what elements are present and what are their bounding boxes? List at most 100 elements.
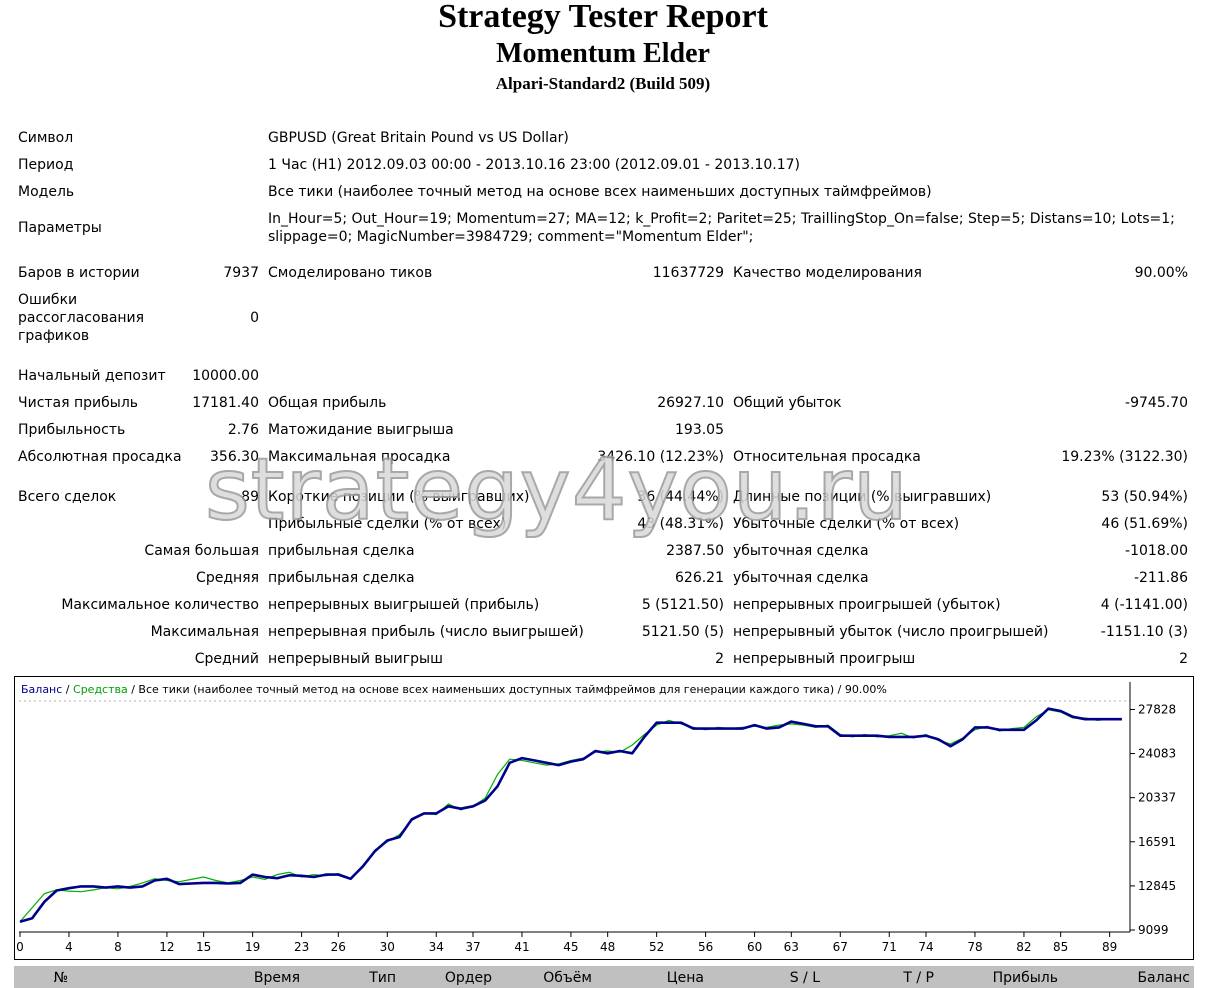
x-tick-label: 37 (465, 940, 480, 954)
max-consecutive-losses-value: 4 (-1141.00) (1100, 597, 1188, 613)
average-consecutive-label: Средний (194, 651, 259, 667)
x-tick-label: 52 (649, 940, 664, 954)
short-positions-value: 36 (44.44%) (637, 489, 724, 505)
max-drawdown-value: 3426.10 (12.23%) (597, 449, 724, 465)
legend-equity: Средства (73, 683, 128, 696)
largest-loss-value: -1018.00 (1125, 543, 1188, 559)
net-profit-value: 17181.40 (192, 395, 259, 411)
orders-table-header: № Время Тип Ордер Объём Цена S / L T / P… (14, 966, 1194, 988)
x-tick-label: 85 (1053, 940, 1068, 954)
avg-consecutive-losses-label: непрерывный проигрыш (733, 651, 916, 667)
expert-name: Momentum Elder (496, 38, 710, 69)
largest-label: Самая большая (144, 543, 259, 559)
x-tick-label: 23 (294, 940, 309, 954)
report-title: Strategy Tester Report (438, 0, 768, 35)
ticks-value: 11637729 (652, 265, 724, 281)
legend-separator: / (62, 683, 73, 696)
y-tick-label: 9099 (1138, 923, 1169, 937)
quality-label: Качество моделирования (733, 265, 922, 281)
balance-chart: Баланс / Средства / Все тики (наиболее т… (14, 676, 1194, 960)
model-label: Модель (18, 184, 75, 200)
col-volume: Объём (543, 970, 592, 986)
deposit-value: 10000.00 (192, 368, 259, 384)
y-tick-label: 16591 (1138, 835, 1176, 849)
errors-label-2: рассогласования (18, 310, 145, 326)
absolute-drawdown-label: Абсолютная просадка (18, 449, 182, 465)
col-number: № (53, 970, 68, 986)
bars-value: 7937 (223, 265, 259, 281)
x-tick-label: 78 (967, 940, 982, 954)
y-tick-label: 12845 (1138, 879, 1176, 893)
max-consecutive-loss-value: -1151.10 (3) (1100, 624, 1188, 640)
errors-value: 0 (250, 310, 259, 326)
symbol-value: GBPUSD (Great Britain Pound vs US Dollar… (268, 130, 569, 146)
errors-label-1: Ошибки (18, 292, 78, 308)
deposit-label: Начальный депозит (18, 368, 166, 384)
x-tick-label: 67 (833, 940, 848, 954)
x-tick-label: 34 (429, 940, 444, 954)
chart-frame (14, 676, 1194, 960)
params-line-2: slippage=0; MagicNumber=3984729; comment… (268, 229, 754, 245)
x-tick-label: 30 (380, 940, 395, 954)
params-line-1: In_Hour=5; Out_Hour=19; Momentum=27; MA=… (268, 211, 1175, 227)
y-tick-label: 20337 (1138, 791, 1176, 805)
short-positions-label: Короткие позиции (% выигравших) (268, 489, 530, 505)
x-tick-label: 26 (331, 940, 346, 954)
col-balance: Баланс (1137, 970, 1190, 986)
balance-line (19, 707, 1122, 923)
max-drawdown-label: Максимальная просадка (268, 449, 451, 465)
y-tick-label: 27828 (1138, 702, 1176, 716)
x-tick-label: 89 (1102, 940, 1117, 954)
profit-factor-value: 2.76 (227, 422, 259, 438)
net-profit-label: Чистая прибыль (18, 395, 139, 411)
symbol-label: Символ (18, 130, 74, 146)
loss-trades-label: Убыточные сделки (% от всех) (733, 516, 960, 532)
y-tick-label: 24083 (1138, 747, 1176, 761)
loss-trades-value: 46 (51.69%) (1101, 516, 1188, 532)
x-tick-label: 56 (698, 940, 713, 954)
col-profit: Прибыль (992, 970, 1058, 986)
average-profit-label: прибыльная сделка (268, 570, 415, 586)
gross-profit-label: Общая прибыль (268, 395, 387, 411)
x-tick-label: 41 (514, 940, 529, 954)
chart-legend: Баланс / Средства / Все тики (наиболее т… (21, 683, 887, 696)
max-consecutive-wins-label: непрерывных выигрышей (прибыль) (268, 597, 540, 613)
avg-consecutive-losses-value: 2 (1179, 651, 1188, 667)
x-tick-label: 74 (918, 940, 933, 954)
long-positions-label: Длинные позиции (% выигравших) (733, 489, 992, 505)
relative-drawdown-value: 19.23% (3122.30) (1061, 449, 1188, 465)
x-axis-ticks: 0 4 8 12 15 19 23 26 30 34 37 41 45 48 52 56 60 63 67 71 74 7… (16, 932, 1117, 954)
model-value: Все тики (наиболее точный метод на основ… (268, 184, 932, 200)
y-axis-ticks: 27828 24083 20337 16591 12845 9099 (1130, 702, 1176, 937)
server-build: Alpari-Standard2 (Build 509) (495, 74, 711, 93)
expected-payoff-label: Матожидание выигрыша (268, 422, 454, 438)
profit-trades-label: Прибыльные сделки (% от всех) (268, 516, 507, 532)
relative-drawdown-label: Относительная просадка (733, 449, 921, 465)
period-value: 1 Час (H1) 2012.09.03 00:00 - 2013.10.16… (268, 157, 800, 173)
errors-label-3: графиков (18, 328, 90, 344)
profit-trades-value: 43 (48.31%) (637, 516, 724, 532)
col-take-profit: T / P (903, 970, 934, 986)
x-tick-label: 0 (16, 940, 24, 954)
largest-profit-label: прибыльная сделка (268, 543, 415, 559)
x-tick-label: 45 (563, 940, 578, 954)
long-positions-value: 53 (50.94%) (1101, 489, 1188, 505)
avg-consecutive-wins-value: 2 (715, 651, 724, 667)
average-profit-value: 626.21 (675, 570, 724, 586)
gross-profit-value: 26927.10 (657, 395, 724, 411)
x-tick-label: 15 (196, 940, 211, 954)
largest-loss-label: убыточная сделка (733, 543, 869, 559)
col-price: Цена (666, 970, 704, 986)
col-order: Ордер (444, 970, 492, 986)
params-label: Параметры (18, 220, 102, 236)
bars-label: Баров в истории (18, 265, 140, 281)
x-tick-label: 8 (114, 940, 122, 954)
max-consecutive-wins-value: 5 (5121.50) (641, 597, 724, 613)
average-label: Средняя (196, 570, 259, 586)
expected-payoff-value: 193.05 (675, 422, 724, 438)
x-tick-label: 63 (784, 940, 799, 954)
x-tick-label: 60 (747, 940, 762, 954)
gross-loss-value: -9745.70 (1125, 395, 1188, 411)
profit-factor-label: Прибыльность (18, 422, 126, 438)
col-stop-loss: S / L (789, 970, 820, 986)
